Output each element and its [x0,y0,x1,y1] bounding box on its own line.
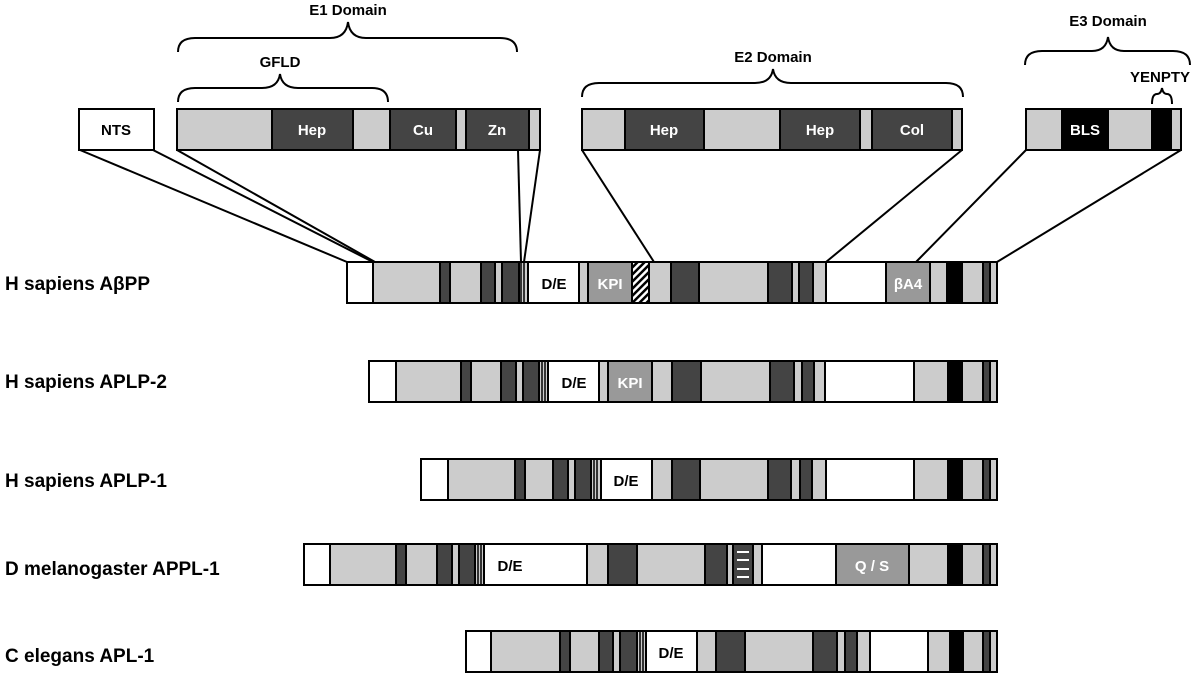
e1-expanded-box: Hep Cu Zn [176,108,541,151]
nts-box: NTS [78,108,155,151]
gfld-label: GFLD [260,54,301,71]
protein-bar-appl1: D/E Q / S [303,543,998,586]
connector-lines [79,149,1182,263]
e1-hep-label: Hep [298,122,326,139]
protein-name-aplp2: H sapiens APLP-2 [5,372,167,393]
app-ba4-label: βA4 [894,276,923,293]
yenpty-bracket [1151,87,1173,105]
e3-brace [1024,36,1191,66]
protein-name-aplp1: H sapiens APLP-1 [5,471,167,492]
app-kpi-label: KPI [597,276,622,293]
e2-col-label: Col [900,122,924,139]
e2-domain-label: E2 Domain [734,49,812,66]
appl1-de-label: D/E [497,558,522,575]
e3-expanded-box: BLS [1025,108,1182,151]
e2-brace [581,68,964,98]
protein-name-appl1: D melanogaster APPL-1 [5,559,220,580]
e1-zn-label: Zn [488,122,506,139]
protein-name-apl1: C elegans APL-1 [5,646,155,667]
e2-expanded-box: Hep Hep Col [581,108,963,151]
aplp2-de-label: D/E [561,375,586,392]
gfld-brace [177,73,389,103]
apl1-de-label: D/E [658,645,683,662]
protein-name-app: H sapiens AβPP [5,274,150,295]
e1-brace [177,21,518,53]
e3-domain-label: E3 Domain [1069,13,1147,30]
e2-hep2-label: Hep [806,122,834,139]
protein-bar-aplp1: D/E [420,458,998,501]
aplp1-de-label: D/E [613,473,638,490]
protein-bar-apl1: D/E [465,630,998,673]
yenpty-label: YENPTY [1130,69,1190,86]
e2-hep1-label: Hep [650,122,678,139]
appl1-qs-label: Q / S [855,558,889,575]
e1-domain-label: E1 Domain [309,2,387,19]
protein-bar-app: D/E KPI βA4 [346,261,998,304]
aplp2-kpi-label: KPI [617,375,642,392]
e3-bls-label: BLS [1070,122,1100,139]
domain-braces [177,21,1191,105]
nts-label: NTS [101,122,131,139]
protein-bar-aplp2: D/E KPI [368,360,998,403]
app-de-label: D/E [541,276,566,293]
e1-cu-label: Cu [413,122,433,139]
